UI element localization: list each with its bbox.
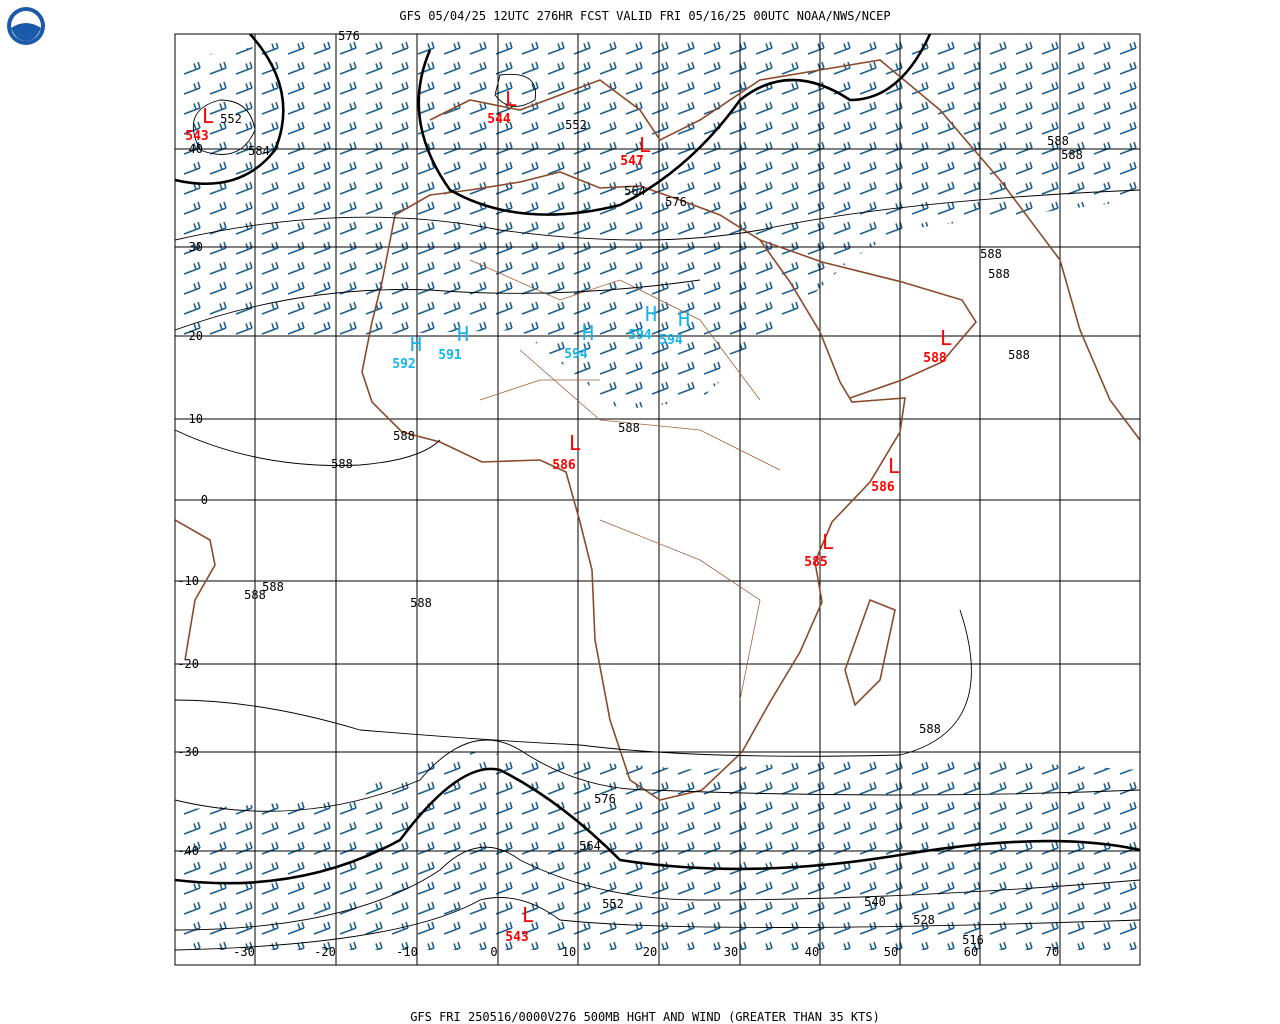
contour-label: 588	[1061, 148, 1083, 162]
contour-label: 588	[244, 588, 266, 602]
lon-label: 0	[490, 945, 497, 959]
lat-label: -20	[177, 657, 199, 671]
contour-label: 552	[602, 897, 624, 911]
map-frame	[174, 33, 1141, 966]
lon-label: 30	[724, 945, 738, 959]
contour-label: 564	[579, 839, 601, 853]
low-value: 544	[487, 112, 511, 127]
contour-labels: 5525845765525645765885885885885885885885…	[220, 29, 1083, 947]
contour-label: 588	[331, 457, 353, 471]
low-value: 543	[185, 129, 208, 144]
lat-label: -30	[177, 745, 199, 759]
lat-label: 20	[189, 329, 203, 343]
low-letter: L	[569, 431, 581, 455]
high-letter: H	[645, 302, 657, 326]
contour-label: 576	[594, 792, 616, 806]
contour-label: 552	[220, 112, 242, 126]
lon-label: 40	[805, 945, 819, 959]
noaa-logo	[7, 7, 45, 45]
contour-label: 516	[962, 933, 984, 947]
contour-label: 588	[262, 580, 284, 594]
lat-label: -10	[177, 574, 199, 588]
low-letter: L	[940, 326, 952, 350]
low-letter: L	[888, 454, 900, 478]
low-value: 586	[552, 458, 576, 473]
low-letter: L	[505, 87, 517, 111]
high-value: 591	[438, 348, 462, 363]
low-letter: L	[639, 133, 651, 157]
high-value: 594	[628, 328, 652, 343]
low-value: 543	[505, 930, 528, 945]
lon-label: 70	[1045, 945, 1059, 959]
contour-label: 588	[410, 596, 432, 610]
low-value: 588	[923, 351, 947, 366]
contour-label: 564	[624, 184, 646, 198]
lat-label: -40	[177, 844, 199, 858]
lat-label: 30	[189, 240, 203, 254]
low-value: 585	[804, 555, 827, 570]
contour-label: 588	[980, 247, 1002, 261]
high-value: 592	[392, 357, 415, 372]
lon-label: -10	[396, 945, 418, 959]
contour-label: 552	[565, 118, 587, 132]
lon-label: 10	[562, 945, 576, 959]
wind-barbs-north	[175, 34, 1140, 410]
contour-label: 588	[618, 421, 640, 435]
low-letter: L	[822, 530, 834, 554]
map-title: GFS 05/04/25 12UTC 276HR FCST VALID FRI …	[399, 9, 890, 23]
contour-label: 588	[988, 267, 1010, 281]
map-area	[175, 34, 1140, 965]
contour-label: 540	[864, 895, 886, 909]
lat-labels: 40 30 20 10 0 -10 -20 -30 -40	[177, 142, 208, 858]
low-value: 586	[871, 480, 895, 495]
contour-label: 576	[338, 29, 360, 43]
lat-label: 0	[201, 493, 208, 507]
contour-label: 588	[393, 429, 415, 443]
high-letter: H	[457, 322, 469, 346]
contour-label: 588	[919, 722, 941, 736]
low-letter: L	[202, 104, 214, 128]
low-letter: L	[522, 903, 534, 927]
contour-label: 588	[1008, 348, 1030, 362]
lat-label: 10	[189, 412, 203, 426]
lon-label: -20	[314, 945, 336, 959]
contour-label: 584	[248, 144, 270, 158]
contour-label: 528	[913, 913, 935, 927]
coastlines	[175, 59, 1140, 801]
lon-label: -30	[233, 945, 255, 959]
map-footer: GFS FRI 250516/0000V276 500MB HGHT AND W…	[410, 1010, 880, 1024]
contour-label: 588	[1047, 134, 1069, 148]
wind-barbs-south	[175, 750, 1140, 950]
low-value: 547	[620, 154, 643, 169]
lon-label: 60	[964, 945, 978, 959]
high-letter: H	[678, 307, 690, 331]
lon-label: 20	[643, 945, 657, 959]
contour-label: 576	[665, 195, 687, 209]
high-letter: H	[582, 321, 594, 345]
contours	[175, 34, 1140, 951]
high-letter: H	[410, 332, 422, 356]
high-value: 594	[659, 333, 683, 348]
lon-label: 50	[884, 945, 898, 959]
lon-labels: -30 -20 -10 0 10 20 30 40 50 60 70	[233, 945, 1059, 959]
lat-label: 40	[189, 142, 203, 156]
high-value: 594	[564, 347, 588, 362]
